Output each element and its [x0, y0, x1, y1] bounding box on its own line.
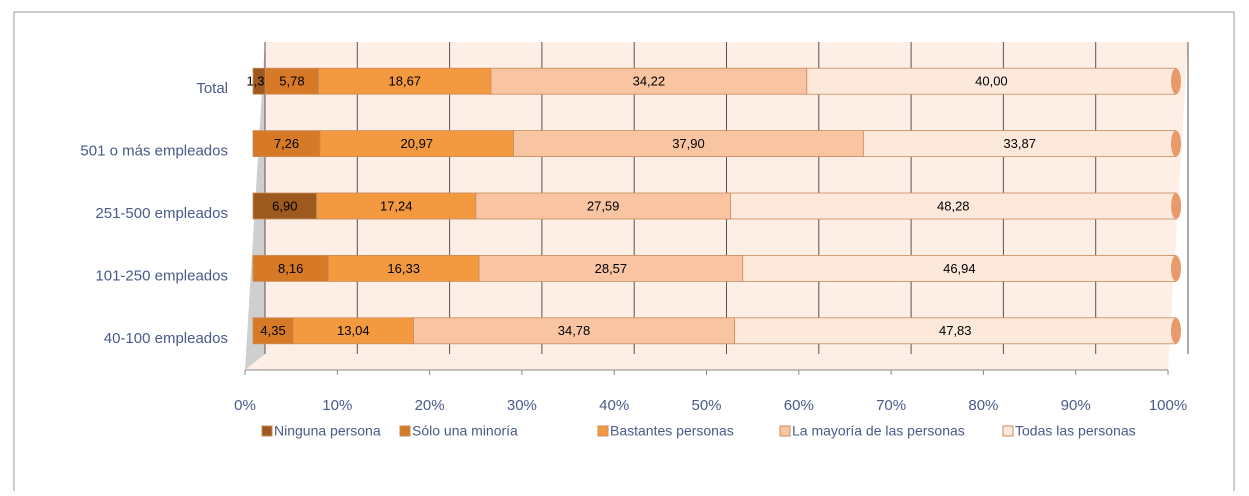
x-tick-label: 10% [322, 397, 352, 414]
category-label: 251-500 empleados [95, 205, 228, 222]
legend-label: Bastantes personas [610, 423, 734, 439]
data-label: 17,24 [380, 198, 413, 213]
data-label: 34,78 [558, 323, 591, 338]
bar-segment [734, 317, 1177, 345]
bar-segment [252, 130, 321, 158]
bar-end [1171, 193, 1182, 219]
data-label: 5,78 [279, 74, 304, 89]
x-tick-label: 60% [784, 397, 814, 414]
bar-segment [264, 67, 320, 95]
x-tick-label: 20% [415, 397, 445, 414]
x-tick-label: 30% [507, 397, 537, 414]
bar-segment [319, 130, 514, 158]
data-label: 47,83 [939, 323, 972, 338]
bar-segment [806, 67, 1177, 95]
legend-swatch [399, 425, 411, 437]
legend-swatch [261, 425, 273, 437]
legend-label: Sólo una minoría [412, 423, 518, 439]
data-label: 8,16 [278, 261, 303, 276]
bar-segment [413, 317, 735, 345]
bar-segment [730, 192, 1177, 220]
bar-end [1171, 317, 1181, 344]
bar-end [1171, 255, 1181, 282]
legend-label: Ninguna persona [274, 423, 381, 439]
bar-segment [252, 254, 329, 282]
data-label: 16,33 [387, 261, 420, 276]
category-label: 40-100 empleados [104, 330, 228, 347]
x-tick-label: 80% [968, 397, 998, 414]
x-tick-label: 70% [876, 397, 906, 414]
bar-segment [318, 67, 492, 95]
x-tick-label: 40% [599, 397, 629, 414]
data-label: 46,94 [943, 261, 976, 276]
x-tick-label: 0% [234, 397, 256, 414]
legend-swatch [1002, 425, 1014, 437]
bar-end [1171, 130, 1181, 157]
data-label: 27,59 [587, 198, 620, 213]
x-tick-label: 90% [1061, 397, 1091, 414]
data-label: 34,22 [633, 74, 666, 89]
data-label: 13,04 [337, 323, 370, 338]
bar-segment [252, 192, 318, 220]
data-label: 6,90 [272, 198, 297, 213]
category-label: 501 o más empleados [80, 143, 228, 160]
bar-segment [316, 192, 477, 220]
category-label: Total [196, 80, 228, 97]
data-label: 28,57 [595, 261, 628, 276]
data-label: 20,97 [401, 136, 434, 151]
legend-swatch [597, 425, 609, 437]
data-label: 33,87 [1003, 136, 1036, 151]
bar-segment [475, 192, 731, 220]
data-label: 7,26 [274, 136, 299, 151]
legend-label: La mayoría de las personas [792, 423, 965, 439]
data-label: 48,28 [937, 198, 970, 213]
x-tick-label: 50% [691, 397, 721, 414]
data-label: 4,35 [260, 323, 285, 338]
bar-segment [252, 317, 294, 345]
data-label: 18,67 [389, 74, 422, 89]
bar-segment [478, 254, 744, 282]
category-label: 101-250 empleados [95, 267, 228, 284]
x-tick-label: 100% [1149, 397, 1187, 414]
bar-segment [862, 130, 1177, 158]
data-label: 40,00 [975, 74, 1008, 89]
bar-end [1171, 68, 1181, 95]
legend-label: Todas las personas [1015, 423, 1136, 439]
legend-swatch [779, 425, 791, 437]
data-label: 37,90 [672, 136, 705, 151]
bar-segment [327, 254, 480, 282]
